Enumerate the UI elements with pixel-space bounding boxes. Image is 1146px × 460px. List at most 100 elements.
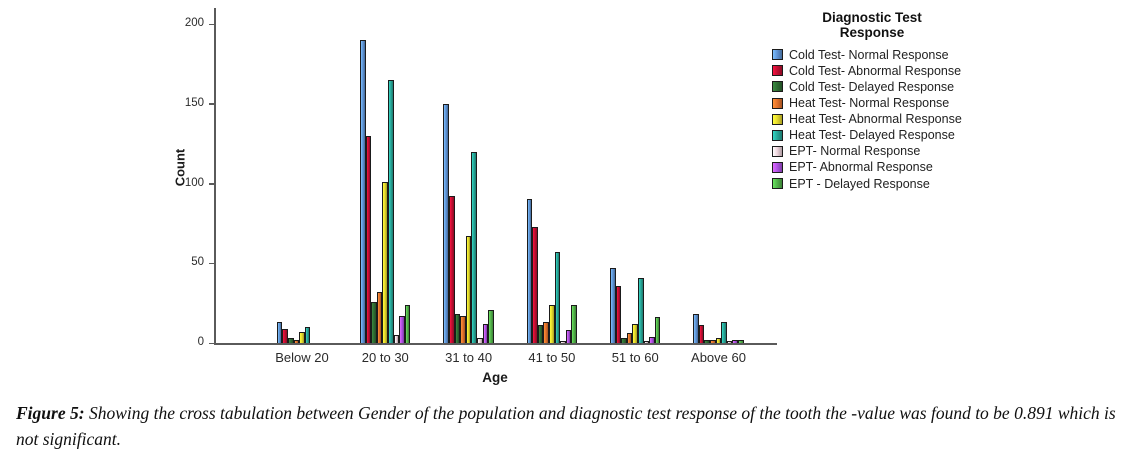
bar-cold-test-abnormal-response [365,135,372,343]
bar-cold-test-normal-response [276,322,283,343]
legend-title-line-2: Response [839,25,905,40]
legend-item-heat-test-delayed-response: Heat Test- Delayed Response [772,128,1042,143]
y-tick-label: 100 [184,176,204,189]
legend-label: EPT - Delayed Response [789,176,930,191]
y-tick-mark [209,23,214,25]
legend-label: Heat Test- Abnormal Response [789,112,962,127]
bar-ept-delayed-response [488,309,494,343]
bar-cold-test-normal-response [360,39,366,343]
x-tick-label-51-to-60: 51 to 60 [611,350,659,365]
bar-ept-normal-response [643,341,650,343]
figure-caption-text: Showing the cross tabulation between Gen… [16,403,1116,449]
legend-label: EPT- Normal Response [789,144,921,159]
bar-heat-test-abnormal-response [549,304,555,343]
bar-ept-normal-response [726,341,733,343]
legend-label: Cold Test- Abnormal Response [789,63,962,78]
legend-title: Diagnostic Test Response [772,10,972,40]
legend-title-line-1: Diagnostic Test [822,10,922,25]
bar-ept-abnormal-response [649,336,655,343]
y-tick-label: 0 [197,336,204,348]
legend-swatch-icon [772,113,783,125]
legend-item-ept-abnormal-response: EPT- Abnormal Response [772,160,1042,175]
bar-group-51-to-60 [610,8,661,343]
figure-caption: Figure 5: Showing the cross tabulation b… [16,400,1131,452]
bar-ept-normal-response [476,338,483,343]
legend-label: EPT- Abnormal Response [789,160,933,175]
y-tick-mark [209,183,214,185]
bar-heat-test-normal-response [710,339,716,343]
bar-heat-test-delayed-response [637,277,644,343]
legend-item-heat-test-normal-response: Heat Test- Normal Response [772,96,1042,111]
legend-item-cold-test-delayed-response: Cold Test- Delayed Response [772,79,1042,94]
bar-cold-test-delayed-response [287,338,294,343]
x-tick-label-above-60: Above 60 [691,350,746,365]
bar-group-below-20 [276,8,327,343]
bar-heat-test-normal-response [376,291,383,343]
bar-heat-test-normal-response [626,333,633,343]
x-tick-label-41-to-50: 41 to 50 [528,350,576,365]
bar-cold-test-delayed-response [537,325,544,343]
bar-heat-test-delayed-response [721,322,727,343]
bar-cold-test-abnormal-response [282,328,288,343]
y-tick-label: 50 [191,256,204,269]
bar-ept-abnormal-response [565,330,572,343]
legend-items: Cold Test- Normal Response Cold Test- Abn… [772,47,1042,191]
y-tick-mark [209,262,214,265]
legend-swatch-icon [772,145,783,157]
bar-heat-test-delayed-response [304,327,311,343]
legend-item-ept-delayed-response: EPT - Delayed Response [772,176,1042,191]
legend-swatch-icon [772,81,783,93]
bar-heat-test-abnormal-response [715,338,722,343]
legend-label: Heat Test- Normal Response [789,96,950,111]
legend-swatch-icon [772,129,783,141]
bar-group-above-60 [693,8,744,343]
bar-ept-abnormal-response [732,339,739,343]
bar-heat-test-delayed-response [388,79,394,343]
bar-heat-test-abnormal-response [382,181,389,343]
legend-swatch-icon [772,178,783,189]
legend-swatch-icon [772,49,783,61]
x-tick-label-below-20: Below 20 [275,350,329,365]
legend-label: Cold Test- Normal Response [789,47,949,62]
bar-cold-test-abnormal-response [698,325,705,343]
legend-label: Cold Test- Delayed Response [789,79,955,94]
bar-group-41-to-50 [526,8,578,343]
bar-cold-test-normal-response [610,268,616,343]
legend-swatch-icon [772,97,783,109]
x-tick-label-20-to-30: 20 to 30 [361,350,409,365]
bar-heat-test-abnormal-response [632,323,638,343]
chart-legend: Diagnostic Test Response Cold Test- Norm… [772,10,1042,194]
y-tick-label: 200 [184,17,204,29]
bar-group-31-to-40 [443,8,494,343]
bar-heat-test-normal-response [293,339,300,343]
bar-ept-normal-response [393,335,400,343]
bar-cold-test-abnormal-response [532,226,538,343]
bar-heat-test-normal-response [460,315,466,343]
bar-cold-test-delayed-response [371,301,377,343]
bar-ept-abnormal-response [399,315,405,343]
bar-heat-test-delayed-response [471,151,477,343]
legend-item-heat-test-abnormal-response: Heat Test- Abnormal Response [772,112,1042,127]
legend-item-cold-test-abnormal-response: Cold Test- Abnormal Response [772,63,1042,78]
bar-cold-test-abnormal-response [615,285,622,343]
bar-cold-test-delayed-response [621,338,627,343]
legend-swatch-icon [772,161,783,173]
figure-caption-label: Figure 5: [16,403,85,423]
y-tick-mark [209,103,214,105]
legend-label: Heat Test- Delayed Response [789,128,955,143]
bar-ept-delayed-response [738,339,744,343]
bar-cold-test-abnormal-response [448,196,455,343]
bar-cold-test-normal-response [693,314,699,343]
legend-item-cold-test-normal-response: Cold Test- Normal Response [772,47,1042,62]
legend-item-ept-normal-response: EPT- Normal Response [772,144,1042,159]
x-axis-title: Age [482,370,508,385]
y-tick-mark [209,342,214,344]
bar-ept-normal-response [560,341,566,343]
bar-ept-delayed-response [404,304,411,343]
bar-cold-test-normal-response [526,199,533,343]
bar-ept-delayed-response [571,304,578,343]
bar-heat-test-delayed-response [554,252,561,343]
bar-heat-test-abnormal-response [465,236,472,343]
bar-group-20-to-30 [360,8,411,343]
